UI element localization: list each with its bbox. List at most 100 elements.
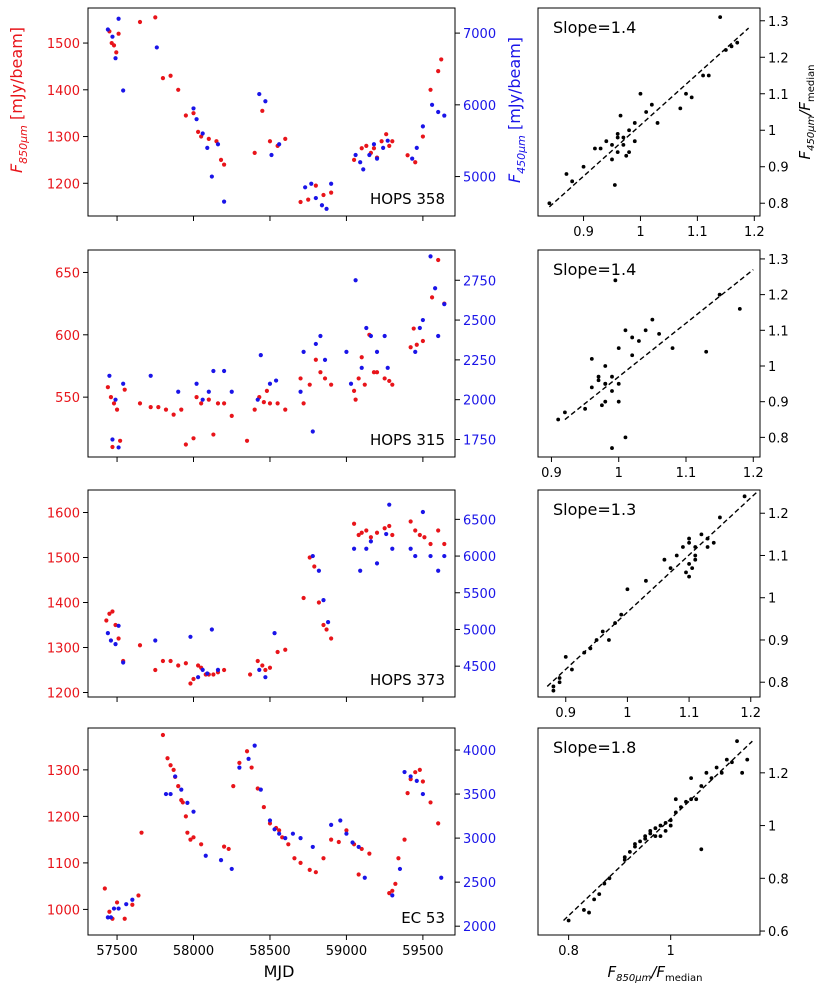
point-450: [322, 357, 328, 362]
point-850: [436, 257, 441, 263]
ratio-point: [624, 153, 629, 158]
point-850: [368, 535, 373, 540]
fit-line: [564, 269, 754, 421]
point-850: [153, 667, 158, 673]
point-850: [408, 519, 413, 524]
y-right-tick-label: 6000: [463, 550, 496, 565]
x-tick-label: 57500: [96, 944, 137, 959]
point-450: [318, 333, 323, 339]
point-450: [413, 553, 418, 559]
ratio-point: [630, 353, 635, 358]
y-left-tick-label: 1000: [47, 903, 80, 918]
scatter-y-axis-label: F450μm/Fmedian: [796, 64, 817, 159]
panel-1: 1200 1300 1400 1500 5000 6000 7000 HOPS 358 0.9 1…: [47, 7, 789, 240]
ratio-point: [607, 638, 611, 642]
point-850: [313, 183, 318, 188]
ratio-point: [632, 121, 637, 125]
panel-2: 550 600 650 1750 2000 2250 2500 2750 HOPS 315 0.9…: [55, 249, 789, 481]
point-850: [316, 600, 322, 605]
scatter-x-tick-label: 0.9: [541, 466, 562, 481]
point-850: [199, 842, 204, 847]
point-850: [306, 197, 311, 202]
point-450: [310, 429, 315, 434]
point-850: [390, 888, 395, 893]
point-850: [221, 401, 227, 406]
point-450: [408, 546, 413, 551]
ratio-point: [566, 918, 571, 923]
point-850: [359, 846, 364, 852]
ratio-point: [582, 650, 587, 655]
point-850: [231, 784, 236, 789]
point-850: [137, 401, 143, 406]
point-850: [420, 338, 425, 344]
y-right-tick-label: 5000: [463, 623, 496, 638]
ratio-point: [648, 831, 653, 836]
point-450: [206, 389, 211, 394]
ratio-point: [621, 142, 626, 147]
point-850: [329, 382, 334, 387]
point-450: [353, 278, 358, 283]
ratio-point: [563, 654, 568, 659]
point-850: [417, 532, 422, 538]
point-850: [374, 530, 380, 535]
ratio-point: [594, 638, 599, 642]
x-tick-label: 59000: [326, 944, 367, 959]
point-450: [200, 667, 205, 672]
y-left-tick-label: 1300: [47, 764, 80, 779]
y-left-tick-label: 1600: [47, 507, 80, 522]
point-450: [205, 671, 210, 676]
point-450: [313, 195, 318, 201]
point-450: [436, 333, 441, 339]
point-450: [428, 254, 433, 259]
point-850: [264, 388, 270, 394]
ratio-point: [678, 805, 683, 810]
slope-annotation: Slope=1.4: [553, 260, 636, 279]
point-850: [180, 800, 185, 805]
point-450: [203, 853, 208, 858]
x-tick-label: 58000: [173, 944, 214, 959]
y-left-tick-label: 1400: [47, 84, 80, 99]
point-450: [338, 818, 343, 823]
ratio-point: [596, 378, 601, 383]
point-850: [139, 830, 144, 835]
scatter-x-tick-label: 0.9: [573, 225, 594, 240]
point-450: [309, 181, 314, 186]
scatter-y-tick-label: 0.9: [768, 634, 789, 649]
ratio-point: [616, 381, 621, 386]
point-850: [171, 767, 176, 772]
ratio-point: [678, 106, 683, 111]
point-450: [121, 88, 126, 93]
point-450: [194, 381, 199, 386]
y-left-tick-label: 1300: [47, 642, 80, 657]
point-850: [188, 837, 193, 842]
point-850: [160, 76, 166, 81]
ratio-point: [551, 688, 556, 693]
point-850: [414, 342, 419, 347]
scatter-y-tick-label: 1.2: [768, 767, 789, 782]
point-850: [247, 672, 253, 677]
point-850: [111, 401, 117, 406]
ratio-point: [657, 331, 661, 336]
ratio-point: [627, 150, 631, 155]
x-tick-label: 59500: [402, 944, 443, 959]
point-450: [359, 365, 364, 370]
ratio-point: [597, 892, 602, 897]
point-850: [318, 370, 323, 375]
y-right-tick-label: 7000: [463, 27, 496, 42]
point-850: [420, 779, 425, 784]
point-850: [275, 649, 280, 655]
panel-3: 1200 1300 1400 1500 1600 4500 5000 5500 6000 6500…: [47, 489, 789, 721]
point-850: [307, 867, 312, 872]
point-450: [364, 546, 369, 551]
point-850: [422, 535, 427, 540]
point-450: [303, 185, 308, 190]
point-850: [428, 800, 433, 805]
ratio-point: [582, 908, 586, 912]
ratio-point: [603, 364, 608, 368]
point-850: [108, 395, 114, 400]
point-850: [417, 767, 422, 772]
source-name: HOPS 358: [370, 190, 445, 208]
ratio-point: [623, 435, 628, 440]
ratio-point: [687, 536, 691, 541]
